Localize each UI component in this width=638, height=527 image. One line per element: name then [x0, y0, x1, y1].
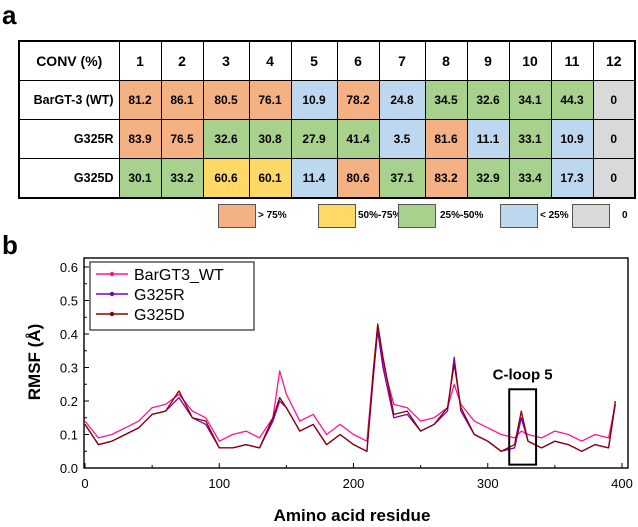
legend-swatch — [572, 204, 610, 228]
x-tick-label: 100 — [208, 476, 230, 491]
table-cell: 60.6 — [202, 158, 250, 199]
legend-swatch — [398, 204, 436, 228]
table-cell: 81.6 — [424, 119, 468, 159]
legend-series-name: G325R — [134, 287, 185, 304]
conversion-table: CONV (%) 1 2 3 4 5 6 7 8 9 10 11 12 BarGT-3 (WT) 81.2 8… — [18, 40, 636, 199]
table-cell: 10.9 — [550, 119, 594, 159]
table-cell: 60.1 — [248, 158, 292, 199]
column-header: 3 — [202, 40, 250, 81]
x-tick-label: 200 — [343, 476, 365, 491]
table-cell: 33.2 — [160, 158, 204, 199]
series-line-g325d — [84, 323, 616, 452]
table-row: G325R 83.9 76.5 32.6 30.8 27.9 41.4 3.5 81.6 11.1… — [18, 119, 636, 159]
x-tick-label: 300 — [477, 476, 499, 491]
column-header: 8 — [424, 40, 468, 81]
legend-range-label: 25%-50% — [440, 210, 484, 221]
row-label: G325D — [18, 158, 120, 199]
column-header: 9 — [466, 40, 510, 81]
y-tick-label: 0.6 — [60, 260, 78, 275]
table-cell: 34.1 — [508, 80, 552, 120]
y-tick-label: 0.4 — [60, 327, 78, 342]
table-cell: 27.9 — [290, 119, 338, 159]
table-row: G325D 30.1 33.2 60.6 60.1 11.4 80.6 37.1 83.2 32.… — [18, 158, 636, 199]
column-header: 12 — [592, 40, 636, 81]
c-loop-highlight-box — [508, 388, 538, 466]
legend-marker — [109, 291, 115, 297]
x-axis-label: Amino acid residue — [274, 506, 431, 525]
table-cell: 11.4 — [290, 158, 338, 199]
table-cell: 80.5 — [202, 80, 250, 120]
y-axis-label: RMSF (Å) — [25, 324, 44, 400]
table-cell: 34.5 — [424, 80, 468, 120]
table-cell: 0 — [592, 158, 636, 199]
row-label: G325R — [18, 119, 120, 159]
table-cell: 24.8 — [378, 80, 426, 120]
panel-label-a: a — [2, 0, 17, 30]
table-cell: 0 — [592, 80, 636, 120]
table-cell: 78.2 — [336, 80, 380, 120]
table-cell: 11.1 — [466, 119, 510, 159]
column-header: 10 — [508, 40, 552, 81]
legend-range-label: < 25% — [540, 210, 569, 221]
y-tick-label: 0.2 — [60, 394, 78, 409]
table-cell: 37.1 — [378, 158, 426, 199]
x-tick-label: 400 — [611, 476, 633, 491]
table-cell: 32.6 — [466, 80, 510, 120]
table-cell: 32.9 — [466, 158, 510, 199]
plot-frame — [83, 257, 629, 469]
legend-marker — [109, 271, 115, 277]
legend-marker — [109, 311, 115, 317]
legend-series-name: G325D — [134, 307, 185, 324]
panel-label-b: b — [2, 230, 18, 260]
legend-swatch — [318, 204, 356, 228]
column-header: 4 — [248, 40, 292, 81]
table-cell: 44.3 — [550, 80, 594, 120]
legend-range-label: 0 — [622, 210, 628, 221]
table-cell: 76.5 — [160, 119, 204, 159]
table-cell: 33.4 — [508, 158, 552, 199]
c-loop-annotation: C-loop 5 — [493, 366, 553, 383]
table-cell: 80.6 — [336, 158, 380, 199]
x-tick-label: 0 — [81, 476, 88, 491]
table-cell: 83.9 — [118, 119, 162, 159]
table-cell: 83.2 — [424, 158, 468, 199]
table-cell: 41.4 — [336, 119, 380, 159]
table-cell: 0 — [592, 119, 636, 159]
legend-range-label: > 75% — [258, 210, 287, 221]
table-cell: 30.1 — [118, 158, 162, 199]
y-tick-label: 0.0 — [60, 461, 78, 476]
legend-series-name: BarGT3_WT — [134, 267, 224, 284]
legend-swatch — [500, 204, 538, 228]
y-tick-label: 0.5 — [60, 294, 78, 309]
legend-range-label: 50%-75% — [358, 210, 402, 221]
y-tick-label: 0.3 — [60, 361, 78, 376]
legend-swatch — [218, 204, 256, 228]
table-cell: 3.5 — [378, 119, 426, 159]
table-cell: 86.1 — [160, 80, 204, 120]
y-tick-label: 0.1 — [60, 428, 78, 443]
table-cell: 76.1 — [248, 80, 292, 120]
column-header: 6 — [336, 40, 380, 81]
